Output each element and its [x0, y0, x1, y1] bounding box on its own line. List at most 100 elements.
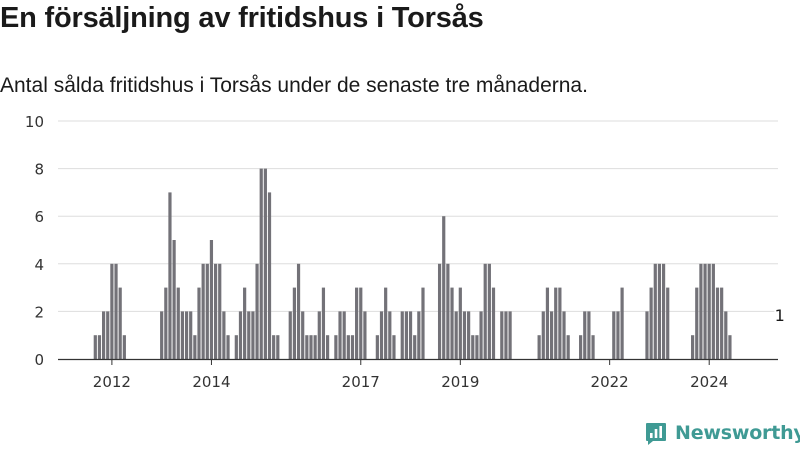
- bar: [176, 287, 180, 359]
- bar: [309, 335, 313, 359]
- bar: [313, 335, 317, 359]
- bar: [442, 216, 446, 359]
- bar: [267, 192, 272, 359]
- bars: [93, 168, 732, 359]
- newsworthy-logo-icon: [646, 423, 666, 445]
- bar: [114, 263, 118, 359]
- bar: [209, 240, 214, 359]
- bar: [338, 311, 342, 359]
- bar: [471, 335, 475, 359]
- bar: [541, 311, 545, 359]
- bar: [616, 311, 620, 359]
- bar: [243, 287, 247, 359]
- bar: [703, 263, 707, 359]
- bar: [454, 311, 458, 359]
- bar: [413, 335, 417, 359]
- bar: [707, 263, 711, 359]
- bar: [272, 335, 276, 359]
- bar: [102, 311, 106, 359]
- bar: [301, 311, 305, 359]
- bar: [491, 287, 496, 359]
- bar: [500, 311, 504, 359]
- data-labels: 1: [773, 304, 787, 327]
- bar: [549, 311, 554, 359]
- bar: [450, 287, 454, 359]
- bar: [93, 335, 97, 359]
- bar: [197, 287, 201, 359]
- bar: [653, 263, 657, 359]
- bar: [201, 263, 205, 359]
- bar: [645, 311, 649, 359]
- bar: [375, 335, 379, 359]
- bar: [184, 311, 189, 359]
- bar: [379, 311, 384, 359]
- bar: [255, 263, 259, 359]
- bar: [247, 311, 251, 359]
- bar: [213, 263, 218, 359]
- bar: [180, 311, 185, 359]
- bar: [222, 311, 226, 359]
- bar: [612, 311, 616, 359]
- bar: [400, 311, 404, 359]
- bar: [321, 287, 326, 359]
- bar: [363, 311, 367, 359]
- bar: [558, 287, 562, 359]
- bar: [305, 335, 309, 359]
- chart-subtitle: Antal sålda fritidshus i Torsås under de…: [0, 74, 588, 97]
- newsworthy-brand[interactable]: Newsworthy: [644, 420, 800, 446]
- bar: [193, 335, 197, 359]
- bar: [649, 287, 653, 359]
- bar: [691, 335, 695, 359]
- bar: [479, 311, 483, 359]
- y-tick-label: 10: [25, 113, 44, 131]
- bar: [355, 287, 359, 359]
- y-tick-label: 8: [34, 161, 44, 179]
- bar: [446, 263, 450, 359]
- bar: [483, 263, 487, 359]
- bar: [110, 263, 114, 359]
- highlight-data-label: 1: [775, 306, 785, 325]
- bar: [562, 311, 566, 359]
- bar: [288, 311, 292, 359]
- bar: [666, 287, 670, 359]
- chart-title: En försäljning av fritidshus i Torsås: [0, 2, 484, 34]
- bar: [487, 263, 491, 359]
- bar: [296, 263, 301, 359]
- bar: [325, 335, 330, 359]
- bar: [579, 335, 583, 359]
- x-tick-label: 2017: [342, 373, 380, 391]
- bar: [720, 287, 724, 359]
- bar: [238, 311, 243, 359]
- bar: [467, 311, 471, 359]
- bar: [458, 287, 462, 359]
- bar: [384, 287, 388, 359]
- bar: [118, 287, 122, 359]
- bar: [504, 311, 508, 359]
- x-tick-label: 2024: [690, 373, 728, 391]
- bar: [106, 311, 110, 359]
- bar: [591, 335, 595, 359]
- bar: [234, 335, 238, 359]
- bar: [334, 335, 338, 359]
- bar: [711, 263, 715, 359]
- y-tick-label: 6: [34, 208, 44, 226]
- bar: [160, 311, 164, 359]
- bar: [251, 311, 255, 359]
- bar: [554, 287, 558, 359]
- y-axis-ticks: 0 2 4 6 8 10: [25, 113, 44, 369]
- bar: [421, 287, 425, 359]
- bar: [508, 311, 512, 359]
- bar: [317, 311, 321, 359]
- bar: [462, 311, 467, 359]
- bar: [437, 263, 442, 359]
- bar: [417, 311, 421, 359]
- gridlines: [58, 120, 778, 312]
- bar: [715, 287, 720, 359]
- bar: [404, 311, 408, 359]
- y-tick-label: 2: [34, 303, 44, 321]
- x-tick-label: 2019: [441, 373, 479, 391]
- x-tick-label: 2022: [591, 373, 629, 391]
- bar: [475, 335, 479, 359]
- bar: [661, 263, 666, 359]
- bar: [392, 335, 396, 359]
